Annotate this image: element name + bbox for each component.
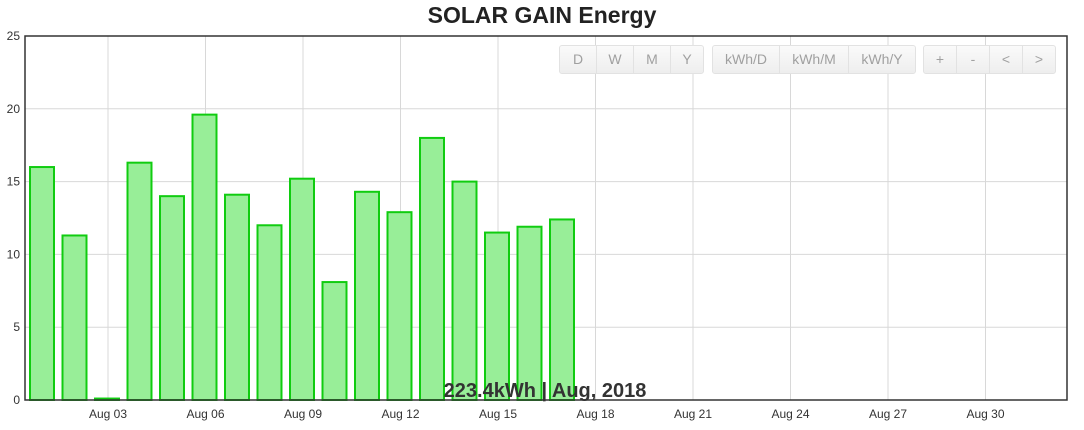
unit-kwh-per-year-button[interactable]: kWh/Y (848, 45, 916, 74)
unit-button-group: kWh/D kWh/M kWh/Y (712, 45, 916, 74)
x-tick-label: Aug 15 (479, 407, 517, 421)
bar-aug-11[interactable] (354, 190, 380, 401)
x-tick-label: Aug 12 (381, 407, 419, 421)
x-tick-label: Aug 27 (869, 407, 907, 421)
y-tick-label: 0 (13, 393, 20, 407)
bar-aug-15[interactable] (484, 231, 510, 401)
y-tick-label: 20 (7, 102, 21, 116)
x-tick-label: Aug 24 (771, 407, 809, 421)
energy-summary: 223.4kWh | Aug, 2018 (444, 380, 647, 402)
bar-aug-01[interactable] (29, 166, 55, 401)
x-tick-label: Aug 09 (284, 407, 322, 421)
y-axis-labels: 0 5 10 15 20 25 (7, 29, 21, 407)
bar-aug-08[interactable] (256, 224, 283, 401)
bar-series (29, 113, 575, 402)
range-week-button[interactable]: W (596, 45, 634, 74)
next-button[interactable]: > (1022, 45, 1056, 74)
bar-aug-02[interactable] (61, 234, 88, 401)
y-tick-label: 15 (7, 175, 21, 189)
x-tick-label: Aug 06 (186, 407, 224, 421)
zoom-out-button[interactable]: - (956, 45, 990, 74)
x-tick-label: Aug 30 (966, 407, 1004, 421)
y-tick-label: 5 (13, 320, 20, 334)
bar-aug-04[interactable] (126, 161, 153, 401)
bar-aug-06[interactable] (191, 113, 218, 402)
bar-aug-14[interactable] (451, 180, 478, 401)
zoom-in-button[interactable]: + (923, 45, 957, 74)
range-year-button[interactable]: Y (670, 45, 704, 74)
bar-aug-12[interactable] (386, 211, 413, 401)
x-tick-label: Aug 03 (89, 407, 127, 421)
unit-kwh-per-day-button[interactable]: kWh/D (712, 45, 780, 74)
bar-aug-17[interactable] (549, 218, 575, 401)
range-button-group: D W M Y (559, 45, 704, 74)
x-axis-labels: Aug 03 Aug 06 Aug 09 Aug 12 Aug 15 Aug 18 Aug … (89, 407, 1005, 421)
nav-button-group: + - < > (923, 45, 1056, 74)
bar-aug-13[interactable] (419, 136, 445, 401)
x-tick-label: Aug 21 (674, 407, 712, 421)
bar-aug-05[interactable] (159, 195, 185, 401)
range-day-button[interactable]: D (559, 45, 597, 74)
x-tick-label: Aug 18 (576, 407, 614, 421)
bar-aug-09[interactable] (289, 177, 315, 401)
range-month-button[interactable]: M (633, 45, 671, 74)
bar-aug-16[interactable] (516, 225, 543, 401)
previous-button[interactable]: < (989, 45, 1023, 74)
bar-aug-07[interactable] (224, 193, 250, 401)
y-tick-label: 25 (7, 29, 21, 43)
y-tick-label: 10 (7, 247, 21, 261)
bar-aug-10[interactable] (321, 281, 348, 401)
plot-frame (24, 35, 1068, 401)
chart-title: SOLAR GAIN Energy (427, 2, 657, 28)
unit-kwh-per-month-button[interactable]: kWh/M (779, 45, 849, 74)
